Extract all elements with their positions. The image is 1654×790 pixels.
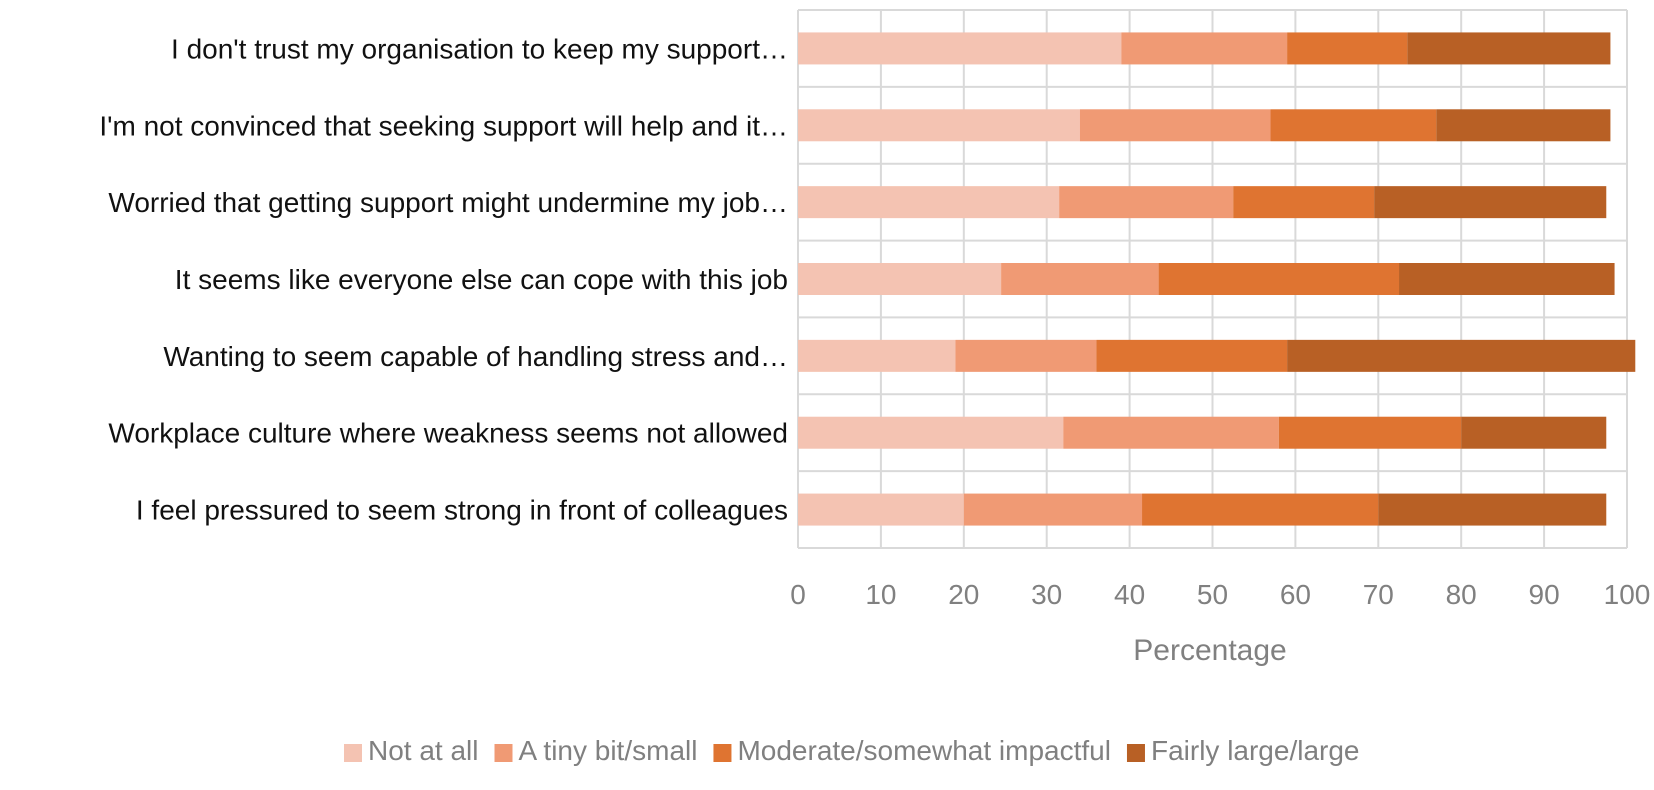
x-tick-label: 90 bbox=[1529, 579, 1560, 610]
chart-bars bbox=[798, 32, 1636, 526]
bar-segment bbox=[1374, 186, 1607, 219]
bar-segment bbox=[955, 339, 1097, 372]
chart-gridlines bbox=[797, 9, 1628, 549]
bar-segment bbox=[1407, 32, 1611, 65]
bar-segment bbox=[1270, 109, 1437, 142]
bar-segment bbox=[1399, 263, 1615, 295]
bar-segment bbox=[1461, 416, 1607, 449]
legend-label: Moderate/somewhat impactful bbox=[737, 735, 1111, 766]
legend-swatch bbox=[344, 744, 362, 762]
category-label: I feel pressured to seem strong in front… bbox=[136, 495, 788, 526]
bar-segment bbox=[1278, 416, 1462, 449]
bar-segment bbox=[798, 416, 1064, 449]
bar-segment bbox=[798, 186, 1060, 219]
category-label: I'm not convinced that seeking support w… bbox=[99, 110, 788, 141]
bar-segment bbox=[798, 109, 1080, 142]
x-axis-title: Percentage bbox=[1133, 634, 1286, 667]
legend-swatch bbox=[713, 744, 732, 762]
bar-segment bbox=[1287, 339, 1636, 372]
bar-segment bbox=[1287, 32, 1408, 65]
bar-segment bbox=[1378, 493, 1607, 526]
x-tick-label: 30 bbox=[1031, 579, 1062, 610]
category-label: I don't trust my organisation to keep my… bbox=[171, 33, 788, 64]
category-label: It seems like everyone else can cope wit… bbox=[175, 264, 788, 295]
bar-segment bbox=[1436, 109, 1611, 142]
bar-segment bbox=[1001, 263, 1159, 295]
bar-segment bbox=[798, 263, 1002, 295]
bar-segment bbox=[1158, 263, 1400, 295]
x-tick-label: 100 bbox=[1604, 579, 1651, 610]
bar-segment bbox=[1233, 186, 1375, 219]
category-label: Workplace culture where weakness seems n… bbox=[108, 418, 788, 449]
category-label: Worried that getting support might under… bbox=[108, 187, 788, 218]
x-tick-label: 50 bbox=[1197, 579, 1228, 610]
bar-segment bbox=[1059, 186, 1234, 219]
category-label: Wanting to seem capable of handling stre… bbox=[163, 341, 788, 372]
x-tick-label: 60 bbox=[1280, 579, 1311, 610]
x-tick-label: 10 bbox=[865, 579, 896, 610]
legend-swatch bbox=[494, 744, 513, 762]
category-labels: I don't trust my organisation to keep my… bbox=[99, 33, 788, 525]
x-tick-label: 70 bbox=[1363, 579, 1394, 610]
bar-segment bbox=[1063, 416, 1279, 449]
legend-label: Not at all bbox=[368, 735, 479, 766]
x-tick-label: 80 bbox=[1446, 579, 1477, 610]
bar-segment bbox=[1121, 32, 1288, 65]
legend-label: Fairly large/large bbox=[1151, 735, 1360, 766]
x-tick-labels: 0 10 20 30 40 50 60 70 80 90 100 bbox=[790, 579, 1650, 610]
x-tick-label: 40 bbox=[1114, 579, 1145, 610]
legend-swatch bbox=[1126, 744, 1145, 762]
bar-segment bbox=[798, 32, 1122, 65]
bar-segment bbox=[798, 493, 964, 526]
legend-label: A tiny bit/small bbox=[519, 735, 698, 766]
chart-legend: Not at all A tiny bit/small Moderate/somew… bbox=[344, 735, 1360, 766]
bar-segment bbox=[798, 339, 956, 372]
bar-segment bbox=[1096, 339, 1288, 372]
bar-segment bbox=[963, 493, 1143, 526]
bar-segment bbox=[1142, 493, 1379, 526]
x-tick-label: 20 bbox=[948, 579, 979, 610]
x-tick-label: 0 bbox=[790, 579, 806, 610]
bar-segment bbox=[1079, 109, 1271, 142]
